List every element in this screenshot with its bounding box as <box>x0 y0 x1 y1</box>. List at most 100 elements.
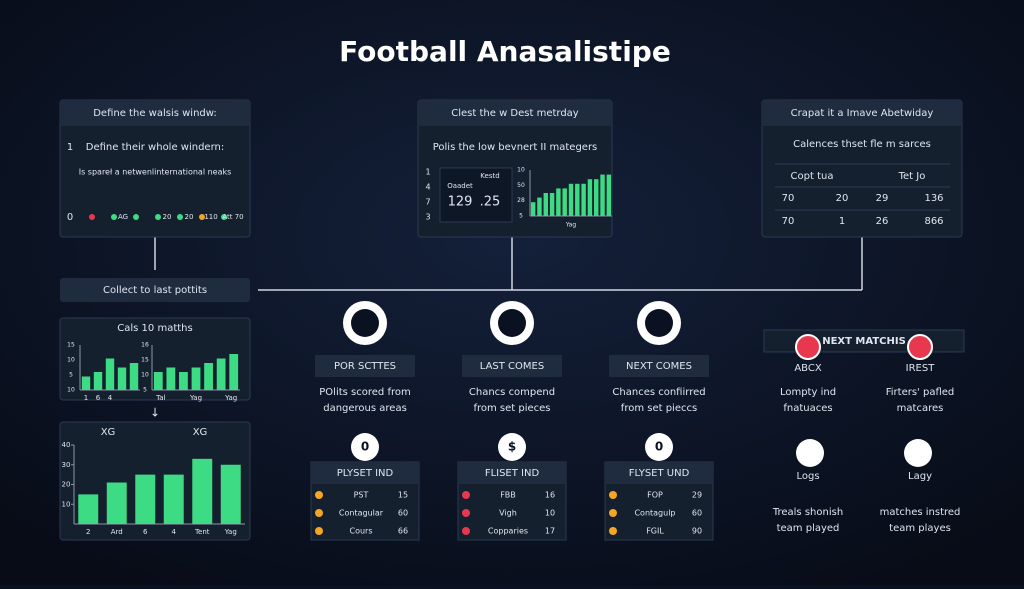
bar <box>93 372 103 390</box>
stat-box <box>439 167 513 223</box>
label: Copt tua <box>791 171 834 182</box>
x-tick-label: 4 <box>172 528 177 536</box>
label: team playes <box>889 523 951 534</box>
dot <box>315 527 323 535</box>
label: 4 <box>425 183 430 192</box>
label: Define their whole windern: <box>86 142 224 153</box>
table-header <box>311 462 419 484</box>
axis-label: 50 <box>517 182 525 189</box>
label: XG <box>101 427 116 438</box>
legend-label: 20 <box>185 213 194 221</box>
label: XG <box>193 427 208 438</box>
bar <box>530 202 536 216</box>
x-tick-label: Ard <box>111 528 123 536</box>
cell: 20 <box>836 193 849 204</box>
axis-label: 10 <box>67 387 75 394</box>
cell: 70 <box>782 216 795 227</box>
x-tick-label: Yag <box>224 394 237 402</box>
label: from set pieces <box>473 403 550 414</box>
label: FBB <box>500 491 516 500</box>
bar <box>606 174 612 216</box>
dot <box>609 491 617 499</box>
label: Chances confiirred <box>612 387 705 398</box>
collect-box <box>60 278 250 302</box>
label: ↓ <box>150 406 160 420</box>
bar <box>163 474 184 524</box>
bar <box>192 458 213 524</box>
bar <box>562 188 567 216</box>
bar <box>204 363 213 390</box>
bar <box>587 179 593 216</box>
label: Copparies <box>488 527 528 536</box>
label-box <box>462 355 562 377</box>
title: Football Anasalistipe <box>339 35 671 68</box>
bar <box>78 494 99 524</box>
label: ABCX <box>794 363 822 374</box>
x-tick-label: Yag <box>189 394 202 402</box>
bar <box>106 482 127 524</box>
icon-inner <box>498 309 526 337</box>
bar <box>229 354 239 390</box>
axis-label: 15 <box>141 357 149 364</box>
x-tick-label: 6 <box>96 394 101 402</box>
label: 66 <box>398 527 408 536</box>
icon-inner <box>351 309 379 337</box>
label: Is spareł a netwenlinternational neaks <box>79 168 232 177</box>
label: 1 <box>425 168 430 177</box>
team-icon <box>904 439 932 467</box>
bar <box>600 174 605 216</box>
label: FGIL <box>646 527 664 536</box>
label: Lagy <box>908 471 932 482</box>
label: 1 <box>67 142 73 153</box>
axis-label: 10 <box>67 357 75 364</box>
label: FOP <box>647 491 663 500</box>
panel-header <box>762 100 962 126</box>
label: .25 <box>480 195 501 210</box>
bar <box>537 197 542 216</box>
dot <box>462 491 470 499</box>
bar <box>575 183 580 216</box>
label: 0 <box>67 212 73 223</box>
x-tick-label: Tent <box>194 528 210 536</box>
small-icon <box>645 433 673 461</box>
cell: 29 <box>876 193 889 204</box>
legend-label: 110 <box>204 213 217 221</box>
legend-dot <box>221 214 227 220</box>
bar <box>568 183 574 216</box>
label: POlits scored from <box>319 387 410 398</box>
legend-label: 20 <box>163 213 172 221</box>
label: Tet Jo <box>898 171 926 182</box>
label: PLYSET IND <box>337 468 394 479</box>
label: 7 <box>425 198 430 207</box>
table-header <box>605 462 713 484</box>
label: 10 <box>545 509 555 518</box>
label: Vigh <box>499 509 517 518</box>
legend-dot <box>133 214 139 220</box>
bar <box>556 188 561 216</box>
label: Chancs compend <box>469 387 555 398</box>
avatar <box>907 334 933 360</box>
label: $ <box>508 440 516 454</box>
legend-dot <box>199 214 205 220</box>
legend-dot <box>155 214 161 220</box>
icon-inner <box>645 309 673 337</box>
bar <box>191 367 201 390</box>
bar <box>81 376 91 390</box>
label: 90 <box>692 527 702 536</box>
label: matches instred <box>880 507 961 518</box>
label: dangerous areas <box>323 403 407 414</box>
label: 29 <box>692 491 702 500</box>
cell: 866 <box>924 216 943 227</box>
axis-label: 16 <box>141 342 149 349</box>
dot <box>462 527 470 535</box>
x-tick-label: 4 <box>108 394 113 402</box>
label: Kestd <box>480 172 499 180</box>
label: Cours <box>349 527 372 536</box>
label: NEXT COMES <box>626 361 692 372</box>
label-box <box>609 355 709 377</box>
y-tick-label: 30 <box>62 461 71 469</box>
label: Calences thset fle m sarces <box>793 139 931 150</box>
label: 3 <box>425 213 430 222</box>
bar <box>153 372 163 390</box>
label: 129 <box>448 195 473 210</box>
